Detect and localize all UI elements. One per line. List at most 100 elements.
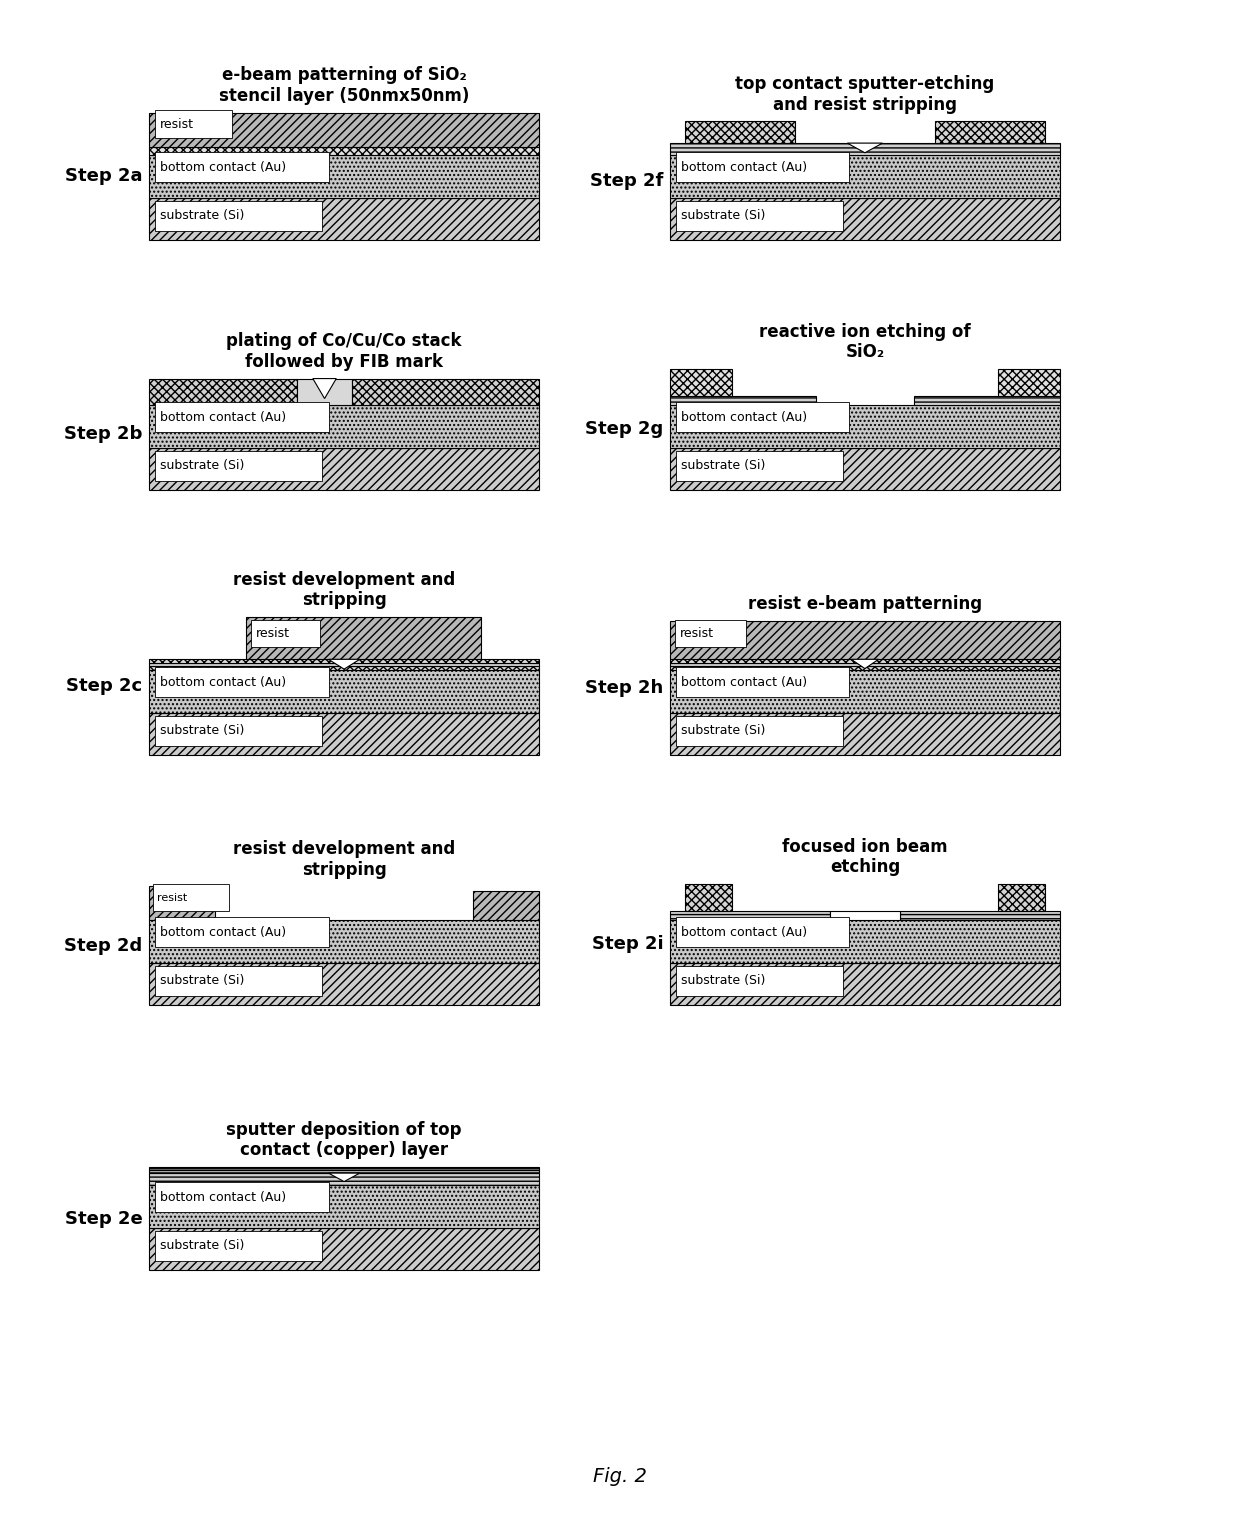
Text: bottom contact (Au): bottom contact (Au) bbox=[681, 160, 807, 174]
Bar bbox=[149, 671, 539, 713]
Text: Step 2a: Step 2a bbox=[64, 168, 143, 185]
Bar bbox=[149, 147, 539, 156]
Text: substrate (Si): substrate (Si) bbox=[681, 209, 765, 223]
Bar bbox=[155, 966, 322, 996]
Text: sputter deposition of top
contact (copper) layer: sputter deposition of top contact (coppe… bbox=[227, 1120, 461, 1160]
Text: plating of Co/Cu/Co stack
followed by FIB mark: plating of Co/Cu/Co stack followed by FI… bbox=[227, 332, 461, 371]
Text: resist: resist bbox=[680, 627, 713, 640]
Bar bbox=[149, 921, 539, 963]
Bar bbox=[153, 884, 229, 911]
Bar bbox=[676, 716, 843, 746]
Text: Step 2g: Step 2g bbox=[585, 421, 663, 439]
Bar bbox=[670, 198, 1060, 241]
Text: bottom contact (Au): bottom contact (Au) bbox=[160, 927, 286, 939]
Text: bottom contact (Au): bottom contact (Au) bbox=[160, 1192, 286, 1204]
Bar bbox=[155, 153, 329, 183]
Bar bbox=[149, 666, 539, 671]
Text: resist: resist bbox=[160, 118, 193, 130]
Bar bbox=[149, 663, 539, 666]
Bar bbox=[676, 403, 849, 433]
Text: substrate (Si): substrate (Si) bbox=[681, 724, 765, 737]
Bar bbox=[149, 1170, 539, 1173]
Bar bbox=[155, 403, 329, 433]
Text: top contact sputter-etching
and resist stripping: top contact sputter-etching and resist s… bbox=[735, 74, 994, 114]
Text: bottom contact (Au): bottom contact (Au) bbox=[681, 927, 807, 939]
Text: substrate (Si): substrate (Si) bbox=[160, 724, 244, 737]
Bar bbox=[149, 114, 539, 147]
Text: reactive ion etching of
SiO₂: reactive ion etching of SiO₂ bbox=[759, 322, 971, 362]
Text: bottom contact (Au): bottom contact (Au) bbox=[160, 160, 286, 174]
Text: bottom contact (Au): bottom contact (Au) bbox=[160, 675, 286, 689]
Bar bbox=[830, 910, 900, 921]
Bar bbox=[149, 659, 539, 663]
Bar bbox=[149, 886, 216, 921]
Bar bbox=[998, 369, 1060, 395]
Bar bbox=[472, 892, 539, 921]
Bar bbox=[676, 966, 843, 996]
Bar bbox=[149, 1185, 539, 1228]
Text: bottom contact (Au): bottom contact (Au) bbox=[681, 675, 807, 689]
Bar bbox=[155, 1182, 329, 1213]
Bar bbox=[149, 713, 539, 755]
Bar bbox=[670, 659, 1060, 663]
Text: resist development and
stripping: resist development and stripping bbox=[233, 571, 455, 609]
Bar bbox=[352, 378, 539, 406]
Bar bbox=[686, 884, 732, 910]
Text: Step 2e: Step 2e bbox=[64, 1210, 143, 1228]
Bar bbox=[149, 198, 539, 241]
Bar bbox=[670, 621, 1060, 659]
Bar bbox=[670, 369, 732, 395]
Bar bbox=[670, 448, 1060, 491]
Bar bbox=[155, 716, 322, 746]
Bar bbox=[676, 668, 849, 698]
Text: substrate (Si): substrate (Si) bbox=[681, 975, 765, 987]
Text: bottom contact (Au): bottom contact (Au) bbox=[681, 410, 807, 424]
Bar bbox=[670, 406, 1060, 448]
Bar bbox=[670, 713, 1060, 755]
Bar bbox=[298, 378, 352, 406]
Bar bbox=[686, 121, 795, 144]
Bar bbox=[676, 917, 849, 948]
Bar bbox=[676, 201, 843, 232]
Bar bbox=[149, 963, 539, 1005]
Bar bbox=[149, 378, 298, 406]
Bar bbox=[670, 921, 1060, 963]
Text: Step 2h: Step 2h bbox=[585, 678, 663, 696]
Bar bbox=[670, 663, 1060, 666]
Bar bbox=[676, 153, 849, 183]
Bar bbox=[149, 1167, 539, 1170]
Text: substrate (Si): substrate (Si) bbox=[681, 459, 765, 472]
Bar bbox=[155, 201, 322, 232]
Bar bbox=[155, 451, 322, 481]
Bar bbox=[670, 144, 1060, 156]
Bar bbox=[149, 406, 539, 448]
Text: Step 2i: Step 2i bbox=[591, 936, 663, 954]
Bar bbox=[670, 963, 1060, 1005]
Text: focused ion beam
etching: focused ion beam etching bbox=[782, 837, 947, 877]
Polygon shape bbox=[329, 659, 360, 669]
Bar bbox=[676, 451, 843, 481]
Bar bbox=[998, 884, 1044, 910]
Text: resist e-beam patterning: resist e-beam patterning bbox=[748, 595, 982, 613]
Bar bbox=[670, 666, 1060, 671]
Text: substrate (Si): substrate (Si) bbox=[160, 459, 244, 472]
Bar bbox=[149, 1173, 539, 1185]
Bar bbox=[155, 1231, 322, 1261]
Bar bbox=[670, 671, 1060, 713]
Polygon shape bbox=[329, 1173, 360, 1181]
Text: Step 2f: Step 2f bbox=[590, 171, 663, 189]
Text: bottom contact (Au): bottom contact (Au) bbox=[160, 410, 286, 424]
Text: Step 2c: Step 2c bbox=[67, 677, 143, 695]
Text: e-beam patterning of SiO₂
stencil layer (50nmx50nm): e-beam patterning of SiO₂ stencil layer … bbox=[219, 67, 469, 106]
Text: resist: resist bbox=[157, 893, 187, 902]
Polygon shape bbox=[851, 659, 879, 669]
Bar bbox=[155, 917, 329, 948]
Bar bbox=[247, 616, 481, 659]
Bar bbox=[149, 156, 539, 198]
Text: substrate (Si): substrate (Si) bbox=[160, 1240, 244, 1252]
Bar bbox=[670, 395, 816, 406]
Bar bbox=[252, 619, 320, 646]
Polygon shape bbox=[312, 378, 336, 398]
Polygon shape bbox=[847, 144, 883, 153]
Text: resist: resist bbox=[257, 627, 290, 640]
